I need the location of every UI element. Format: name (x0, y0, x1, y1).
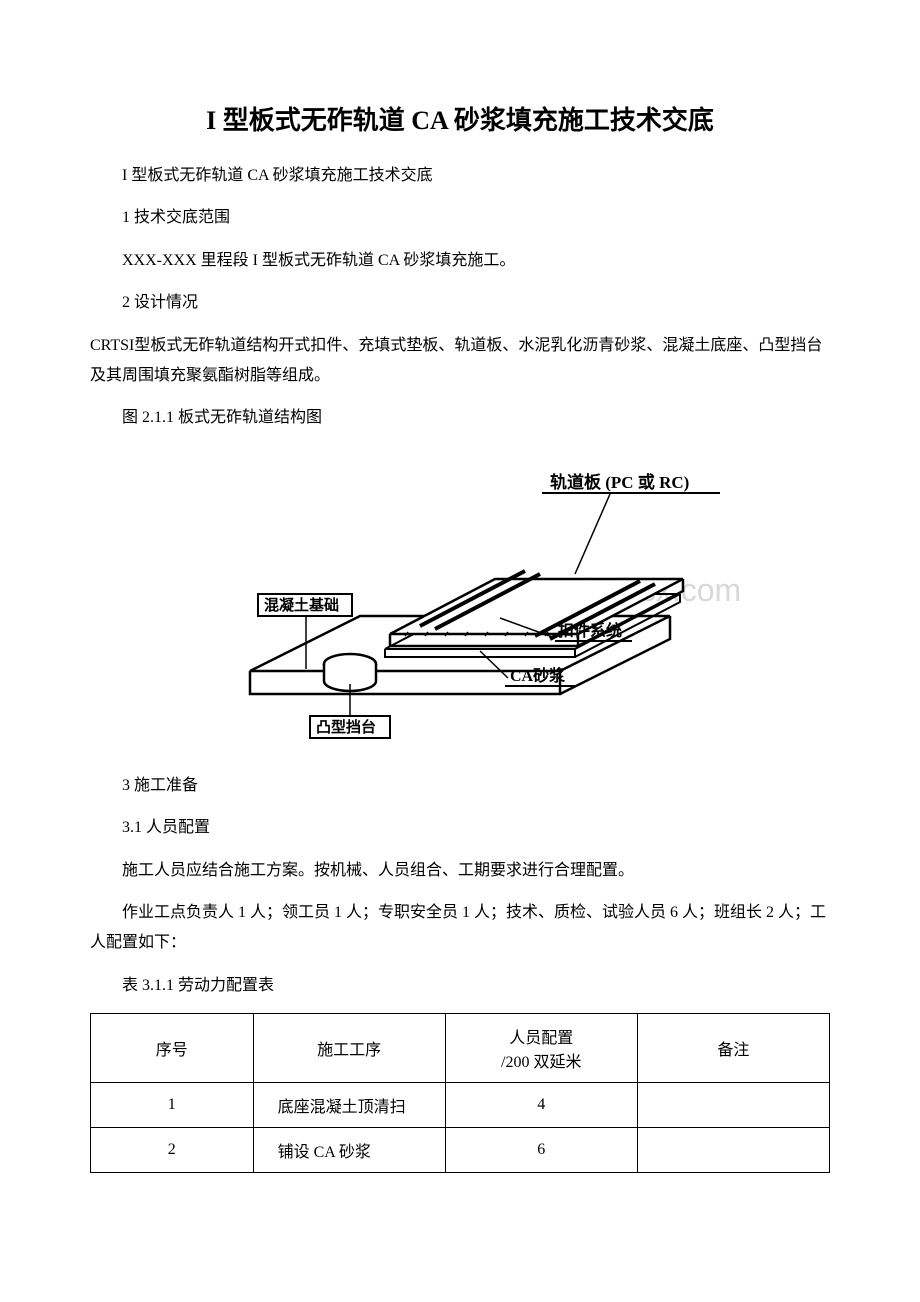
th-process: 施工工序 (253, 1014, 445, 1083)
cell-seq: 1 (91, 1083, 254, 1128)
table-row: 1 底座混凝土顶清扫 4 (91, 1083, 830, 1128)
cell-staff: 4 (445, 1083, 637, 1128)
para-staffing-1: 施工人员应结合施工方案。按机械、人员组合、工期要求进行合理配置。 (90, 856, 830, 886)
para-staffing-2: 作业工点负责人 1 人；领工员 1 人；专职安全员 1 人；技术、质检、试验人员… (90, 898, 830, 959)
track-structure-diagram: www.bdocx.com (90, 446, 830, 751)
cell-staff: 6 (445, 1128, 637, 1173)
cell-seq: 2 (91, 1128, 254, 1173)
th-staff-line1: 人员配置 (509, 1030, 573, 1047)
cell-process: 底座混凝土顶清扫 (253, 1083, 445, 1128)
leader-ca-mortar (480, 651, 508, 678)
document-title: I 型板式无砟轨道 CA 砂浆填充施工技术交底 (90, 100, 830, 137)
para-subtitle: I 型板式无砟轨道 CA 砂浆填充施工技术交底 (90, 161, 830, 191)
leader-track-plate (575, 494, 610, 574)
diagram-svg: www.bdocx.com (180, 446, 740, 746)
para-section-2: 2 设计情况 (90, 288, 830, 318)
label-ca-mortar: CA砂浆 (510, 666, 566, 685)
cell-remark (637, 1128, 829, 1173)
para-section-3-1: 3.1 人员配置 (90, 813, 830, 843)
cell-process: 铺设 CA 砂浆 (253, 1128, 445, 1173)
para-figure-caption: 图 2.1.1 板式无砟轨道结构图 (90, 403, 830, 433)
table-header-row: 序号 施工工序 人员配置 /200 双延米 备注 (91, 1014, 830, 1083)
table-row: 2 铺设 CA 砂浆 6 (91, 1128, 830, 1173)
label-track-plate: 轨道板 (PC 或 RC) (550, 472, 689, 492)
label-fastener: 扣件系统 (558, 621, 622, 640)
label-convex-block: 凸型挡台 (316, 718, 376, 736)
label-concrete-base: 混凝土基础 (264, 596, 339, 614)
para-section-3: 3 施工准备 (90, 771, 830, 801)
para-table-caption: 表 3.1.1 劳动力配置表 (90, 971, 830, 1001)
th-staff-line2: /200 双延米 (501, 1054, 581, 1071)
ca-mortar-front (385, 649, 575, 657)
para-section-1: 1 技术交底范围 (90, 203, 830, 233)
labor-allocation-table: 序号 施工工序 人员配置 /200 双延米 备注 1 底座混凝土顶清扫 4 2 … (90, 1013, 830, 1173)
th-staff: 人员配置 /200 双延米 (445, 1014, 637, 1083)
para-scope: XXX-XXX 里程段 I 型板式无砟轨道 CA 砂浆填充施工。 (90, 246, 830, 276)
th-seq: 序号 (91, 1014, 254, 1083)
th-remark: 备注 (637, 1014, 829, 1083)
para-design: CRTSI型板式无砟轨道结构开式扣件、充填式垫板、轨道板、水泥乳化沥青砂浆、混凝… (90, 331, 830, 392)
cell-remark (637, 1083, 829, 1128)
